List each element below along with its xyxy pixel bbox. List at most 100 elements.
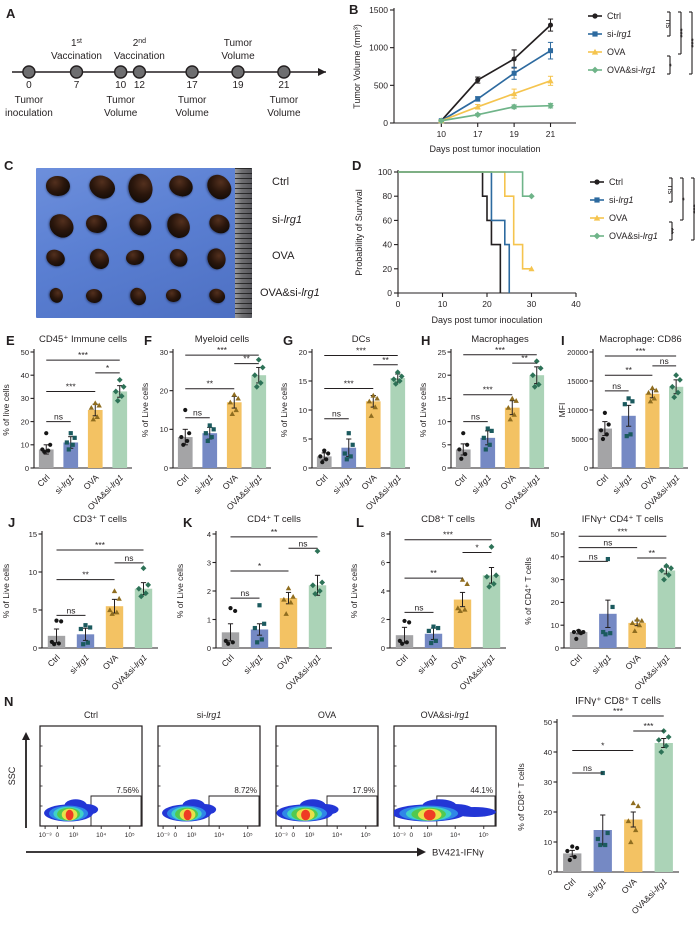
svg-text:ns: ns bbox=[583, 763, 592, 773]
svg-text:0: 0 bbox=[292, 832, 296, 839]
panel-letter-l: L bbox=[356, 515, 364, 530]
svg-text:21: 21 bbox=[546, 129, 556, 139]
svg-text:0: 0 bbox=[383, 118, 388, 128]
svg-text:OVA: OVA bbox=[619, 876, 639, 896]
svg-text:ns: ns bbox=[666, 186, 675, 194]
photo-group-label: OVA&si-lrg1 bbox=[260, 287, 320, 299]
svg-text:Probability of Survival: Probability of Survival bbox=[354, 189, 364, 276]
svg-text:Ctrl: Ctrl bbox=[452, 472, 468, 488]
svg-text:**: ** bbox=[430, 568, 437, 578]
svg-text:0: 0 bbox=[387, 288, 392, 298]
svg-text:Ctrl: Ctrl bbox=[561, 876, 577, 892]
svg-text:***: *** bbox=[618, 526, 629, 536]
svg-text:Volume: Volume bbox=[104, 108, 138, 119]
svg-text:ns: ns bbox=[193, 408, 202, 418]
svg-text:OVA: OVA bbox=[607, 47, 625, 57]
svg-text:44.1%: 44.1% bbox=[470, 786, 493, 795]
svg-text:si-lrg1: si-lrg1 bbox=[67, 652, 91, 676]
svg-text:40: 40 bbox=[544, 748, 552, 757]
panel-i-cd86-chart: Macrophage: CD86 0 5000 10000 15000 20000 MFI C… bbox=[556, 330, 695, 512]
svg-text:Ctrl: Ctrl bbox=[313, 472, 329, 488]
svg-text:**: ** bbox=[521, 353, 528, 363]
svg-text:10⁴: 10⁴ bbox=[96, 832, 106, 839]
svg-text:10⁻³: 10⁻³ bbox=[39, 832, 53, 839]
svg-text:Days post tumor inoculation: Days post tumor inoculation bbox=[429, 144, 540, 154]
svg-text:30: 30 bbox=[160, 348, 168, 357]
svg-text:% of CD8⁺ T cells: % of CD8⁺ T cells bbox=[516, 763, 526, 830]
svg-text:**: ** bbox=[206, 379, 213, 389]
svg-text:0: 0 bbox=[548, 868, 552, 877]
svg-text:Myeloid cells: Myeloid cells bbox=[195, 334, 250, 345]
svg-text:10³: 10³ bbox=[423, 832, 433, 839]
svg-text:8: 8 bbox=[381, 530, 385, 539]
svg-text:10³: 10³ bbox=[69, 832, 79, 839]
svg-text:80: 80 bbox=[383, 191, 393, 201]
svg-text:**: ** bbox=[625, 365, 632, 375]
svg-text:CD4⁺ T cells: CD4⁺ T cells bbox=[247, 514, 301, 525]
photo-group-label: si-lrg1 bbox=[272, 214, 302, 226]
svg-text:21: 21 bbox=[278, 80, 290, 91]
svg-text:15: 15 bbox=[438, 394, 446, 403]
svg-text:0: 0 bbox=[25, 464, 29, 473]
svg-text:% of Live cells: % of Live cells bbox=[140, 383, 150, 437]
svg-text:***: *** bbox=[66, 381, 77, 391]
svg-text:20: 20 bbox=[551, 598, 559, 607]
svg-text:Tumor Volume (mm³): Tumor Volume (mm³) bbox=[352, 24, 362, 109]
svg-text:10⁵: 10⁵ bbox=[361, 832, 371, 839]
svg-text:30: 30 bbox=[527, 299, 537, 309]
svg-text:*: * bbox=[601, 741, 605, 751]
svg-text:10: 10 bbox=[299, 406, 307, 415]
svg-text:0: 0 bbox=[56, 832, 60, 839]
svg-text:***: *** bbox=[644, 721, 655, 731]
svg-text:10⁴: 10⁴ bbox=[450, 832, 460, 839]
panel-m-ifng-cd4-chart: IFNγ⁺ CD4⁺ T cells 0 10 20 30 40 50 % of CD4⁺ T… bbox=[522, 510, 695, 694]
svg-text:10⁻³: 10⁻³ bbox=[157, 832, 171, 839]
svg-text:si-lrg1: si-lrg1 bbox=[241, 652, 265, 676]
tumor-sample bbox=[164, 210, 193, 242]
svg-text:40: 40 bbox=[21, 371, 29, 380]
svg-text:Volume: Volume bbox=[175, 108, 209, 119]
svg-text:**: ** bbox=[271, 527, 278, 537]
svg-text:20: 20 bbox=[21, 417, 29, 426]
panel-letter-c: C bbox=[4, 158, 14, 173]
tumor-sample bbox=[166, 289, 181, 302]
tumor-sample bbox=[86, 215, 108, 233]
svg-text:***: *** bbox=[686, 38, 695, 47]
svg-text:si-lrg1: si-lrg1 bbox=[470, 472, 494, 496]
svg-text:ns: ns bbox=[67, 605, 76, 615]
svg-text:25: 25 bbox=[438, 348, 446, 357]
svg-text:Days post tumor inoculation: Days post tumor inoculation bbox=[431, 315, 542, 325]
svg-text:% of Live cells: % of Live cells bbox=[418, 383, 428, 437]
tumor-sample bbox=[202, 170, 236, 205]
panel-letter-f: F bbox=[144, 333, 152, 348]
svg-text:***: *** bbox=[688, 204, 695, 213]
svg-text:Vaccination: Vaccination bbox=[114, 51, 165, 62]
svg-text:OVA&si-lrg1: OVA&si-lrg1 bbox=[421, 710, 470, 720]
panel-letter-h: H bbox=[421, 333, 431, 348]
photo-group-label: OVA bbox=[272, 250, 295, 262]
svg-text:OVA: OVA bbox=[638, 472, 658, 492]
svg-text:40: 40 bbox=[551, 553, 559, 562]
svg-text:Ctrl: Ctrl bbox=[35, 472, 51, 488]
panel-letter-e: E bbox=[6, 333, 15, 348]
tumor-sample bbox=[126, 284, 150, 309]
svg-text:Ctrl: Ctrl bbox=[45, 652, 61, 668]
panel-letter-g: G bbox=[283, 333, 294, 348]
svg-text:ns: ns bbox=[664, 20, 673, 28]
svg-text:***: *** bbox=[95, 540, 106, 550]
svg-text:Ctrl: Ctrl bbox=[393, 652, 409, 668]
svg-text:CD45⁺ Immune cells: CD45⁺ Immune cells bbox=[39, 334, 127, 345]
svg-text:10⁴: 10⁴ bbox=[214, 832, 224, 839]
svg-text:OVA: OVA bbox=[101, 652, 121, 672]
svg-text:15: 15 bbox=[299, 377, 307, 386]
svg-text:*: * bbox=[475, 543, 479, 553]
panel-letter-j: J bbox=[8, 515, 16, 530]
svg-text:*: * bbox=[677, 197, 686, 200]
tumor-sample bbox=[125, 209, 156, 240]
svg-text:40: 40 bbox=[383, 240, 393, 250]
svg-text:0: 0 bbox=[174, 832, 178, 839]
svg-text:*: * bbox=[664, 63, 673, 66]
panel-g-dcs-chart: DCs 0 5 10 15 20 % of Live cells Ctrl si-lrg1 OVA… bbox=[278, 330, 417, 512]
svg-text:OVA: OVA bbox=[609, 213, 627, 223]
tumor-sample bbox=[165, 245, 192, 271]
